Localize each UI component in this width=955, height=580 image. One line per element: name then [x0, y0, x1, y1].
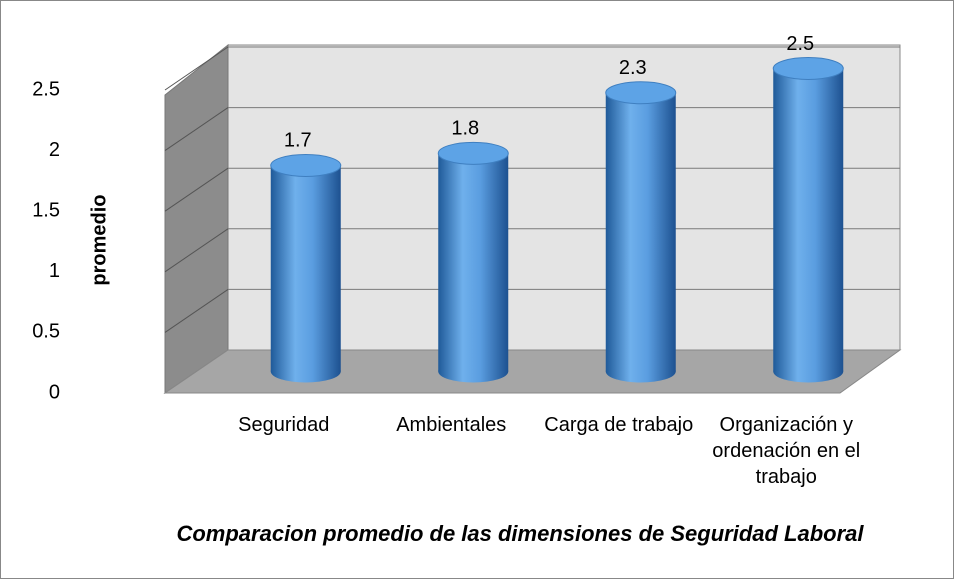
- grid-line: [164, 228, 229, 273]
- y-tick-label: 0.5: [32, 321, 60, 343]
- grid-line: [164, 46, 229, 91]
- x-tick-label: Seguridad: [238, 414, 330, 436]
- grid-line: [164, 288, 229, 333]
- value-label: 1.7: [284, 130, 312, 152]
- x-tick-label: Ambientales: [396, 414, 507, 436]
- bar: [773, 68, 844, 372]
- y-tick-label: 2.5: [32, 78, 60, 100]
- y-tick-label: 1: [49, 260, 60, 282]
- bar-top: [437, 141, 509, 165]
- y-tick-label: 1.5: [32, 199, 60, 221]
- bar: [270, 165, 341, 372]
- x-tick-label: Organización y ordenación en el trabajo: [712, 414, 861, 488]
- floor: [163, 349, 902, 394]
- bar: [438, 153, 509, 372]
- bar-top: [772, 57, 844, 80]
- side-wall: [164, 43, 229, 394]
- bar: [605, 92, 676, 372]
- grid-line: [164, 107, 229, 152]
- value-label: 1.8: [451, 118, 479, 140]
- value-label: 2.3: [619, 57, 647, 79]
- value-label: 2.5: [786, 33, 814, 55]
- y-tick-label: 2: [49, 139, 60, 161]
- bar-top: [605, 81, 677, 105]
- chart-title: Comparacion promedio de las dimensiones …: [176, 521, 864, 546]
- bar-top: [270, 153, 342, 177]
- grid-line: [164, 167, 229, 212]
- x-tick-label: Carga de trabajo: [544, 414, 694, 436]
- y-tick-label: 0: [49, 381, 60, 403]
- y-axis-label: promedio: [88, 194, 110, 285]
